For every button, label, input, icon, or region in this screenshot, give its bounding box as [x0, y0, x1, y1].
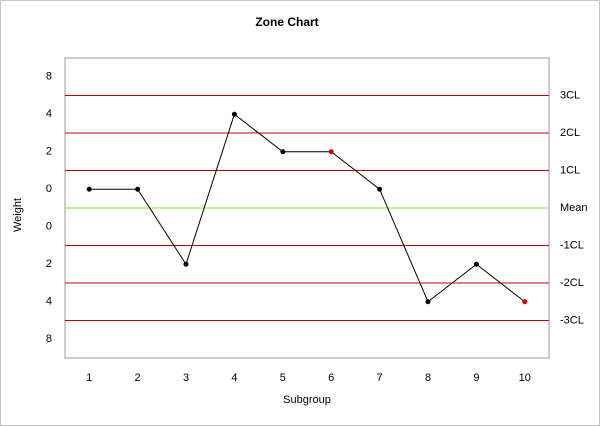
y-tick-label: 4: [46, 296, 52, 308]
y-tick-label: 2: [46, 146, 52, 158]
y2-tick-label: -1CL: [560, 239, 584, 251]
y2-tick-label: -3CL: [560, 314, 584, 326]
data-point: [473, 261, 479, 267]
x-tick-label: 4: [231, 372, 237, 384]
data-point: [377, 186, 383, 192]
x-tick-label: 8: [425, 372, 431, 384]
x-tick-label: 2: [135, 372, 141, 384]
y-tick-label: 8: [46, 333, 52, 345]
y-tick-label: 8: [46, 71, 52, 83]
y2-tick-label: Mean: [560, 202, 588, 214]
series-line: [89, 113, 526, 303]
y2-tick-label: 2CL: [560, 127, 580, 139]
y-tick-label: 2: [46, 258, 52, 270]
y-tick-label: 0: [46, 183, 52, 195]
data-point: [280, 149, 286, 155]
y-tick-label: 0: [46, 221, 52, 233]
data-point: [522, 299, 528, 305]
y2-tick-label: -2CL: [560, 277, 584, 289]
data-point: [425, 299, 431, 305]
data-point: [328, 149, 334, 155]
x-tick-label: 7: [377, 372, 383, 384]
data-point: [231, 111, 237, 117]
data-point: [86, 186, 92, 192]
x-axis-label: Subgroup: [283, 394, 331, 406]
x-tick-label: 10: [519, 372, 531, 384]
x-tick-label: 5: [280, 372, 286, 384]
y2-tick-label: 1CL: [560, 164, 580, 176]
chart-title: Zone Chart: [255, 15, 318, 29]
data-point: [135, 186, 141, 192]
y2-tick-label: 3CL: [560, 89, 580, 101]
x-tick-label: 9: [473, 372, 479, 384]
x-tick-label: 6: [328, 372, 334, 384]
x-tick-label: 1: [86, 372, 92, 384]
y-axis-label: Weight: [12, 198, 24, 232]
data-point: [183, 261, 189, 267]
x-tick-label: 3: [183, 372, 189, 384]
y-tick-label: 4: [46, 108, 52, 120]
